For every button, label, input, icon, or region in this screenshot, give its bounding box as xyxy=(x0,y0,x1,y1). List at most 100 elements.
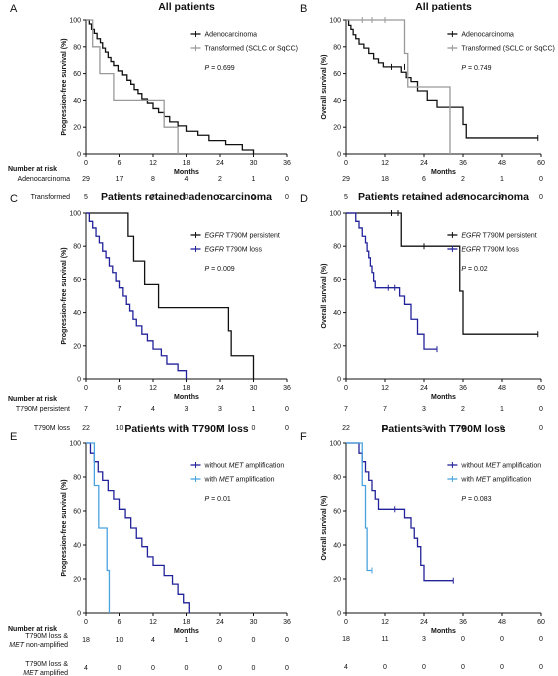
x-axis-label: Months xyxy=(431,628,456,635)
x-tick-label: 36 xyxy=(283,385,291,392)
risk-value: 0 xyxy=(218,425,222,432)
risk-value: 3 xyxy=(218,406,222,413)
x-tick-label: 12 xyxy=(381,619,389,626)
risk-value: 8 xyxy=(151,176,155,183)
x-tick-label: 24 xyxy=(420,160,428,167)
risk-row-label: Adenocarcinoma xyxy=(17,176,70,183)
x-tick-label: 0 xyxy=(344,160,348,167)
x-tick-label: 24 xyxy=(216,160,224,167)
legend-label: with MET amplification xyxy=(460,477,531,484)
y-tick-label: 60 xyxy=(333,71,341,78)
x-tick-label: 60 xyxy=(537,385,545,392)
risk-value: 0 xyxy=(118,665,122,672)
risk-value: 0 xyxy=(252,665,256,672)
y-tick-label: 0 xyxy=(77,611,81,618)
legend-label: Adenocarcinoma xyxy=(461,32,514,39)
x-tick-label: 48 xyxy=(498,619,506,626)
risk-value: 18 xyxy=(381,176,389,183)
risk-value: 0 xyxy=(252,194,256,201)
x-tick-label: 24 xyxy=(216,619,224,626)
risk-value: 0 xyxy=(285,406,289,413)
x-tick-label: 30 xyxy=(250,385,258,392)
series-line-1 xyxy=(86,19,255,154)
y-tick-label: 40 xyxy=(333,98,341,105)
panel-letter: C xyxy=(10,193,18,205)
series-line-2 xyxy=(346,212,437,350)
risk-value: 18 xyxy=(342,636,350,643)
y-tick-label: 0 xyxy=(77,377,81,384)
risk-value: 0 xyxy=(218,194,222,201)
series-line-2 xyxy=(86,212,188,379)
risk-value: 0 xyxy=(500,425,504,432)
x-tick-label: 0 xyxy=(84,160,88,167)
risk-value: 2 xyxy=(151,194,155,201)
risk-value: 22 xyxy=(82,425,90,432)
y-tick-label: 80 xyxy=(333,475,341,482)
risk-value: 1 xyxy=(500,176,504,183)
x-axis-label: Months xyxy=(174,169,199,176)
y-tick-label: 60 xyxy=(73,509,81,516)
x-axis-label: Months xyxy=(174,394,199,401)
x-tick-label: 24 xyxy=(216,385,224,392)
series-line-2 xyxy=(346,19,451,154)
legend-label: Transformed (SCLC or SqCC) xyxy=(461,46,555,53)
number-at-risk-label: Number at risk xyxy=(8,626,57,633)
panel-letter: F xyxy=(300,431,307,443)
risk-value: 7 xyxy=(383,406,387,413)
legend-label: with MET amplification xyxy=(204,477,275,484)
risk-value: 1 xyxy=(252,176,256,183)
risk-value: 0 xyxy=(185,665,189,672)
risk-value: 0 xyxy=(252,425,256,432)
number-at-risk-label: Number at risk xyxy=(8,166,57,173)
risk-value: 22 xyxy=(342,425,350,432)
risk-value: 0 xyxy=(539,176,543,183)
series-line-1 xyxy=(346,442,454,582)
legend-label: without MET amplification xyxy=(204,463,285,470)
p-value: P = 0.02 xyxy=(461,266,487,273)
risk-value: 0 xyxy=(218,665,222,672)
risk-value: 2 xyxy=(461,406,465,413)
x-tick-label: 6 xyxy=(118,385,122,392)
risk-value: 4 xyxy=(84,665,88,672)
risk-value: 11 xyxy=(381,425,388,432)
risk-value: 0 xyxy=(285,637,289,644)
y-tick-label: 60 xyxy=(333,509,341,516)
risk-value: 2 xyxy=(218,176,222,183)
x-tick-label: 12 xyxy=(381,385,389,392)
panel-letter: A xyxy=(10,3,18,15)
y-axis-label: Overall survival (%) xyxy=(321,496,328,561)
risk-value: 1 xyxy=(252,406,256,413)
risk-value: 0 xyxy=(461,425,465,432)
risk-value: 1 xyxy=(500,406,504,413)
y-tick-label: 40 xyxy=(333,310,341,317)
y-tick-label: 80 xyxy=(333,244,341,251)
risk-value: 0 xyxy=(285,194,289,201)
x-tick-label: 12 xyxy=(149,160,157,167)
risk-value: 10 xyxy=(116,637,124,644)
risk-value: 7 xyxy=(84,406,88,413)
y-tick-label: 20 xyxy=(73,343,81,350)
panel-C: C Patients retained adenocarcinoma0204060… xyxy=(8,191,291,432)
panel-letter: D xyxy=(300,193,308,205)
risk-value: 0 xyxy=(218,637,222,644)
y-axis-label: Progression-free survival (%) xyxy=(61,247,68,344)
risk-value: 0 xyxy=(383,664,387,671)
p-value: P = 0.749 xyxy=(461,65,491,72)
y-tick-label: 0 xyxy=(77,152,81,159)
x-tick-label: 30 xyxy=(250,619,258,626)
legend-label: EGFR T790M persistent xyxy=(205,233,280,240)
x-tick-label: 12 xyxy=(149,619,157,626)
y-tick-label: 40 xyxy=(73,98,81,105)
p-value: P = 0.009 xyxy=(205,266,235,273)
x-tick-label: 18 xyxy=(183,619,191,626)
risk-value: 4 xyxy=(185,176,189,183)
risk-value: 3 xyxy=(422,425,426,432)
risk-row-label: T790M persistent xyxy=(16,406,70,413)
x-axis-label: Months xyxy=(431,169,456,176)
x-tick-label: 12 xyxy=(381,160,389,167)
panel-title: Patients retained adenocarcinoma xyxy=(358,191,529,203)
x-tick-label: 6 xyxy=(118,160,122,167)
risk-value: 10 xyxy=(116,425,124,432)
